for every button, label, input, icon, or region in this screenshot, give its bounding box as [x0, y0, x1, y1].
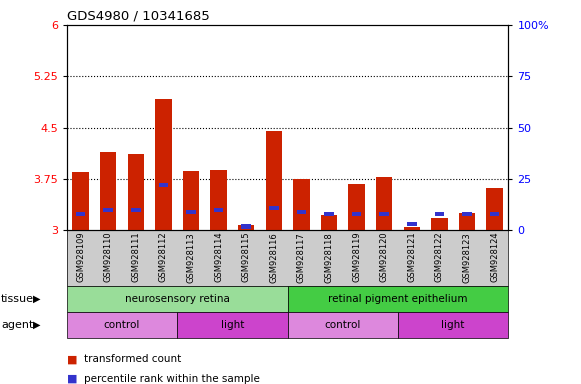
- Bar: [127, 154, 144, 230]
- Text: ■: ■: [67, 354, 77, 364]
- Bar: [131, 208, 141, 212]
- Bar: [296, 210, 306, 214]
- Bar: [293, 179, 310, 230]
- Bar: [238, 225, 254, 230]
- Bar: [403, 227, 420, 230]
- Text: ■: ■: [67, 374, 77, 384]
- Bar: [486, 188, 503, 230]
- Bar: [490, 212, 500, 216]
- Bar: [214, 208, 224, 212]
- Text: retinal pigment epithelium: retinal pigment epithelium: [328, 294, 468, 304]
- Bar: [324, 212, 334, 216]
- Bar: [462, 212, 472, 216]
- Bar: [100, 152, 116, 230]
- Text: control: control: [104, 320, 140, 330]
- Text: percentile rank within the sample: percentile rank within the sample: [84, 374, 260, 384]
- Bar: [379, 212, 389, 216]
- Text: GDS4980 / 10341685: GDS4980 / 10341685: [67, 10, 210, 23]
- Text: light: light: [442, 320, 465, 330]
- Bar: [159, 183, 168, 187]
- Bar: [431, 218, 447, 230]
- Text: agent: agent: [1, 320, 34, 330]
- Bar: [186, 210, 196, 214]
- Text: light: light: [221, 320, 244, 330]
- Bar: [407, 222, 417, 227]
- Bar: [182, 171, 199, 230]
- Text: ▶: ▶: [33, 320, 40, 330]
- Bar: [210, 170, 227, 230]
- Text: control: control: [325, 320, 361, 330]
- Bar: [155, 99, 172, 230]
- Bar: [241, 224, 251, 228]
- Text: neurosensory retina: neurosensory retina: [125, 294, 229, 304]
- Bar: [269, 205, 279, 210]
- Text: ▶: ▶: [33, 294, 40, 304]
- Bar: [76, 212, 85, 216]
- Bar: [266, 131, 282, 230]
- Bar: [352, 212, 361, 216]
- Bar: [459, 213, 475, 230]
- Bar: [103, 208, 113, 212]
- Bar: [435, 212, 444, 216]
- Bar: [376, 177, 393, 230]
- Bar: [321, 215, 337, 230]
- Bar: [348, 184, 365, 230]
- Bar: [72, 172, 89, 230]
- Text: transformed count: transformed count: [84, 354, 181, 364]
- Text: tissue: tissue: [1, 294, 34, 304]
